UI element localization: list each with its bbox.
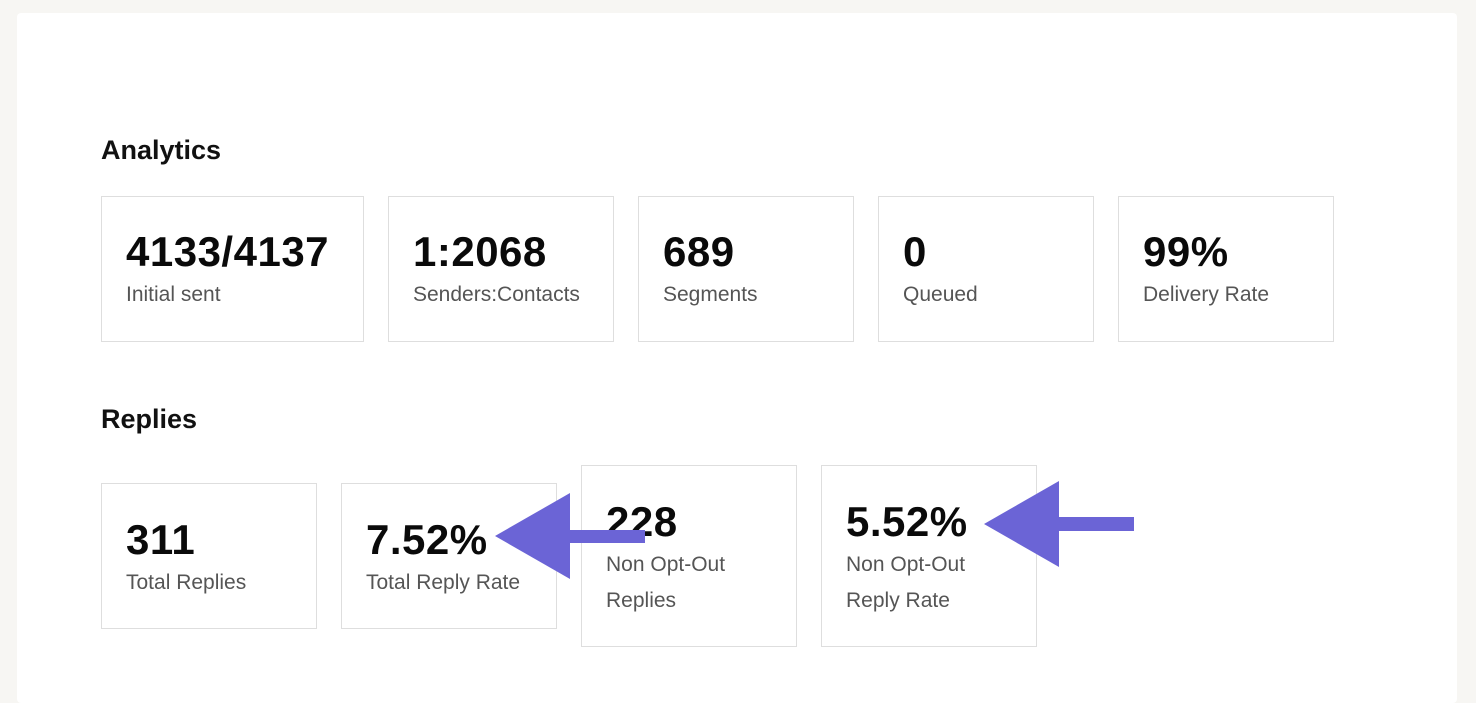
initial-sent-card: 4133/4137 Initial sent [101,196,364,342]
non-opt-out-reply-rate-value: 5.52% [846,498,968,545]
non-opt-out-reply-rate-card: 5.52% Non Opt-Out Reply Rate [821,465,1037,647]
arrow-head [984,481,1059,567]
total-reply-rate-value: 7.52% [366,516,488,563]
delivery-rate-value: 99% [1143,228,1229,275]
replies-heading: Replies [101,404,198,434]
senders-contacts-value: 1:2068 [413,228,547,275]
non-opt-out-replies-label: Non Opt-Out Replies [606,553,726,612]
delivery-rate-card: 99% Delivery Rate [1118,196,1334,342]
non-opt-out-reply-rate-label: Non Opt-Out Reply Rate [846,553,966,612]
arrow-shaft [565,530,645,543]
segments-label: Segments [663,283,758,306]
queued-card: 0 Queued [878,196,1094,342]
initial-sent-value: 4133/4137 [126,228,330,275]
delivery-rate-label: Delivery Rate [1143,283,1270,306]
total-reply-rate-card: 7.52% Total Reply Rate [341,483,557,629]
total-replies-label: Total Replies [126,571,247,594]
total-reply-rate-label: Total Reply Rate [366,571,521,594]
left-arrow-icon [984,481,1134,567]
initial-sent-label: Initial sent [126,283,221,306]
analytics-heading: Analytics [101,135,222,165]
senders-contacts-card: 1:2068 Senders:Contacts [388,196,614,342]
segments-value: 689 [663,228,735,275]
segments-card: 689 Segments [638,196,854,342]
non-opt-out-replies-card: 228 Non Opt-Out Replies [581,465,797,647]
senders-contacts-label: Senders:Contacts [413,283,580,306]
queued-value: 0 [903,228,927,275]
arrow-head [495,493,570,579]
left-arrow-icon [495,493,645,579]
arrow-shaft [1054,517,1134,531]
total-replies-value: 311 [126,516,196,563]
analytics-panel: Analytics 4133/4137 Initial sent 1:2068 … [17,13,1457,703]
queued-label: Queued [903,283,978,306]
total-replies-card: 311 Total Replies [101,483,317,629]
